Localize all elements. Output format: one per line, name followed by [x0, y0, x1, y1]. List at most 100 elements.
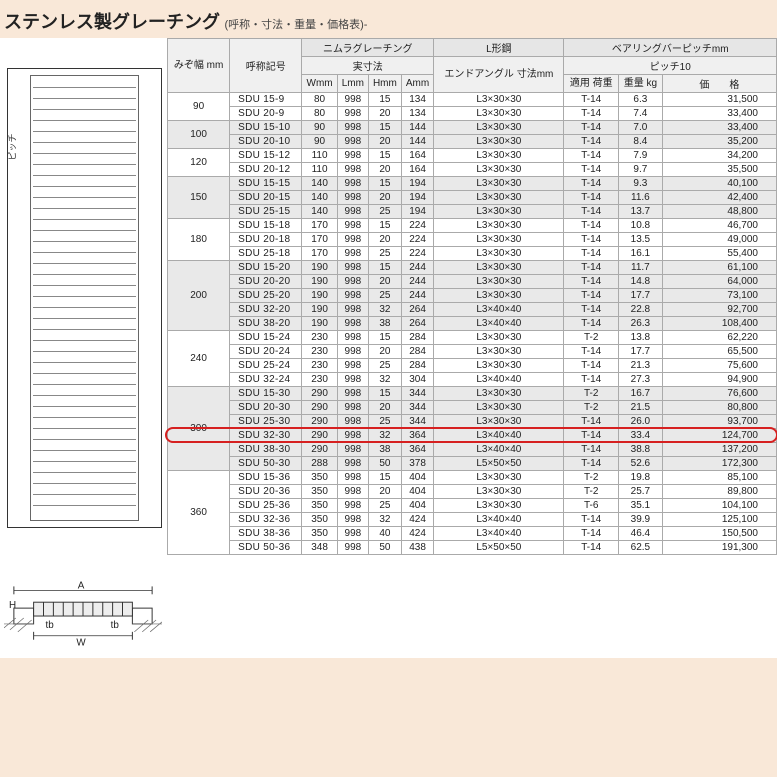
cell-angle: L3×30×30	[434, 93, 564, 107]
cell-l: 998	[337, 177, 368, 191]
cell-h: 25	[368, 289, 401, 303]
cell-price: 73,100	[662, 289, 776, 303]
cell-l: 998	[337, 499, 368, 513]
cell-w: 290	[302, 387, 338, 401]
table-row: 100SDU 15-109099815144L3×30×30T-147.033,…	[168, 121, 777, 135]
th-sec3-sub: ピッチ10	[564, 57, 777, 75]
cell-a: 164	[401, 149, 433, 163]
cell-a: 304	[401, 373, 433, 387]
cell-code: SDU 20-18	[230, 233, 302, 247]
table-row: 240SDU 15-2423099815284L3×30×30T-213.862…	[168, 331, 777, 345]
cell-mizo: 150	[168, 177, 230, 219]
cell-load: T-14	[564, 219, 619, 233]
cell-code: SDU 20-12	[230, 163, 302, 177]
cell-w: 350	[302, 527, 338, 541]
cell-weight: 39.9	[619, 513, 663, 527]
cell-weight: 8.4	[619, 135, 663, 149]
cell-w: 110	[302, 149, 338, 163]
th-l: Lmm	[337, 75, 368, 93]
cell-l: 998	[337, 373, 368, 387]
table-row: SDU 38-2019099838264L3×40×40T-1426.3108,…	[168, 317, 777, 331]
cell-w: 190	[302, 303, 338, 317]
cell-price: 150,500	[662, 527, 776, 541]
cell-a: 164	[401, 163, 433, 177]
dim-label-pitch: ピッチ	[6, 133, 19, 160]
cell-price: 137,200	[662, 443, 776, 457]
cell-h: 15	[368, 93, 401, 107]
cell-a: 344	[401, 387, 433, 401]
cell-a: 134	[401, 107, 433, 121]
cell-price: 40,100	[662, 177, 776, 191]
cell-l: 998	[337, 345, 368, 359]
cell-code: SDU 15-20	[230, 261, 302, 275]
cell-weight: 17.7	[619, 289, 663, 303]
cell-h: 20	[368, 275, 401, 289]
cell-a: 284	[401, 345, 433, 359]
cell-w: 170	[302, 247, 338, 261]
cell-angle: L3×30×30	[434, 205, 564, 219]
table-row: 180SDU 15-1817099815224L3×30×30T-1410.84…	[168, 219, 777, 233]
cell-price: 46,700	[662, 219, 776, 233]
cell-h: 20	[368, 345, 401, 359]
cell-angle: L3×30×30	[434, 233, 564, 247]
cell-angle: L3×30×30	[434, 485, 564, 499]
cell-code: SDU 15-15	[230, 177, 302, 191]
cell-code: SDU 32-30	[230, 429, 302, 443]
cell-angle: L3×30×30	[434, 387, 564, 401]
spec-table: みぞ幅 mm 呼称記号 ニムラグレーチング L形鋼 ベアリングバーピッチmm 実…	[167, 38, 777, 555]
cell-a: 344	[401, 415, 433, 429]
cell-code: SDU 20-36	[230, 485, 302, 499]
cell-code: SDU 25-36	[230, 499, 302, 513]
cell-price: 92,700	[662, 303, 776, 317]
cell-load: T-14	[564, 317, 619, 331]
cross-section-diagram: A H tb	[4, 578, 162, 658]
cell-price: 125,100	[662, 513, 776, 527]
cell-weight: 6.3	[619, 93, 663, 107]
cell-l: 998	[337, 401, 368, 415]
cell-h: 25	[368, 205, 401, 219]
cell-load: T-14	[564, 121, 619, 135]
cell-weight: 11.6	[619, 191, 663, 205]
cell-weight: 19.8	[619, 471, 663, 485]
cell-angle: L3×30×30	[434, 219, 564, 233]
cell-l: 998	[337, 233, 368, 247]
cell-price: 94,900	[662, 373, 776, 387]
cell-weight: 9.3	[619, 177, 663, 191]
cell-load: T-2	[564, 331, 619, 345]
cell-code: SDU 20-20	[230, 275, 302, 289]
table-row: SDU 20-2019099820244L3×30×30T-1414.864,0…	[168, 275, 777, 289]
cell-angle: L3×30×30	[434, 107, 564, 121]
cell-price: 191,300	[662, 541, 776, 555]
cell-price: 61,100	[662, 261, 776, 275]
cell-h: 15	[368, 219, 401, 233]
cell-angle: L3×30×30	[434, 163, 564, 177]
cell-price: 64,000	[662, 275, 776, 289]
cell-h: 20	[368, 107, 401, 121]
cell-angle: L3×30×30	[434, 415, 564, 429]
cell-h: 15	[368, 149, 401, 163]
table-row: SDU 20-98099820134L3×30×30T-147.433,400	[168, 107, 777, 121]
cell-angle: L3×30×30	[434, 135, 564, 149]
dim-label-W: W	[76, 638, 86, 649]
page-title: ステンレス製グレーチング	[4, 12, 220, 32]
cell-load: T-14	[564, 163, 619, 177]
cell-w: 140	[302, 177, 338, 191]
cell-a: 224	[401, 233, 433, 247]
table-row: SDU 25-1817099825224L3×30×30T-1416.155,4…	[168, 247, 777, 261]
cell-a: 264	[401, 303, 433, 317]
cell-mizo: 120	[168, 149, 230, 177]
cell-h: 20	[368, 135, 401, 149]
cell-a: 244	[401, 275, 433, 289]
cell-mizo: 90	[168, 93, 230, 121]
cell-code: SDU 25-15	[230, 205, 302, 219]
cell-load: T-14	[564, 233, 619, 247]
cell-load: T-6	[564, 499, 619, 513]
cell-h: 25	[368, 247, 401, 261]
cell-weight: 21.3	[619, 359, 663, 373]
cell-a: 424	[401, 513, 433, 527]
cell-w: 230	[302, 345, 338, 359]
cell-h: 15	[368, 471, 401, 485]
cell-l: 998	[337, 93, 368, 107]
cell-mizo: 100	[168, 121, 230, 149]
table-row: SDU 20-1817099820224L3×30×30T-1413.549,0…	[168, 233, 777, 247]
